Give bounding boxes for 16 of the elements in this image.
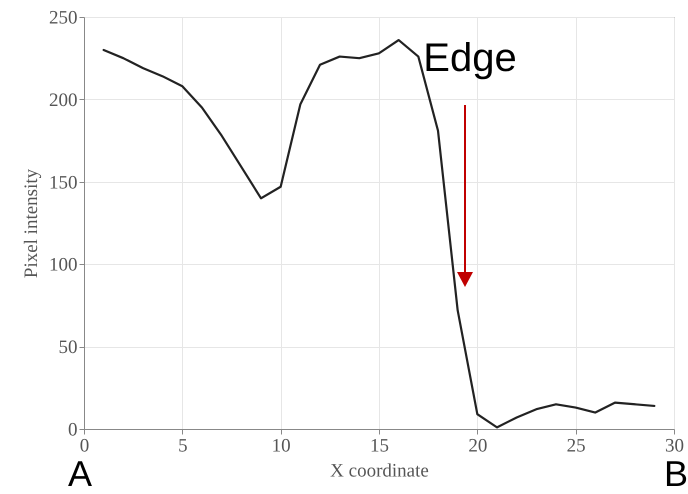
y-tick-label: 250: [49, 8, 78, 28]
annotation: Edge: [423, 36, 517, 80]
x-tick-label: 25: [566, 436, 586, 456]
text: A: [68, 453, 92, 494]
x-tick-label: 20: [468, 436, 488, 456]
x-tick-label: 5: [178, 436, 188, 456]
y-tick-label: 200: [49, 90, 78, 111]
x-tick-label: 10: [272, 436, 291, 456]
y-tick-label: 50: [58, 337, 78, 358]
line-series: [102, 38, 656, 428]
y-tick-label: 150: [49, 172, 78, 194]
y-tick-label: 100: [49, 254, 78, 276]
y-axis-title: Pixel intensity: [21, 168, 42, 278]
x-axis-title: X coordinate: [330, 460, 429, 482]
x-tick-label: 15: [370, 436, 389, 456]
y-tick-label: 0: [68, 420, 78, 440]
